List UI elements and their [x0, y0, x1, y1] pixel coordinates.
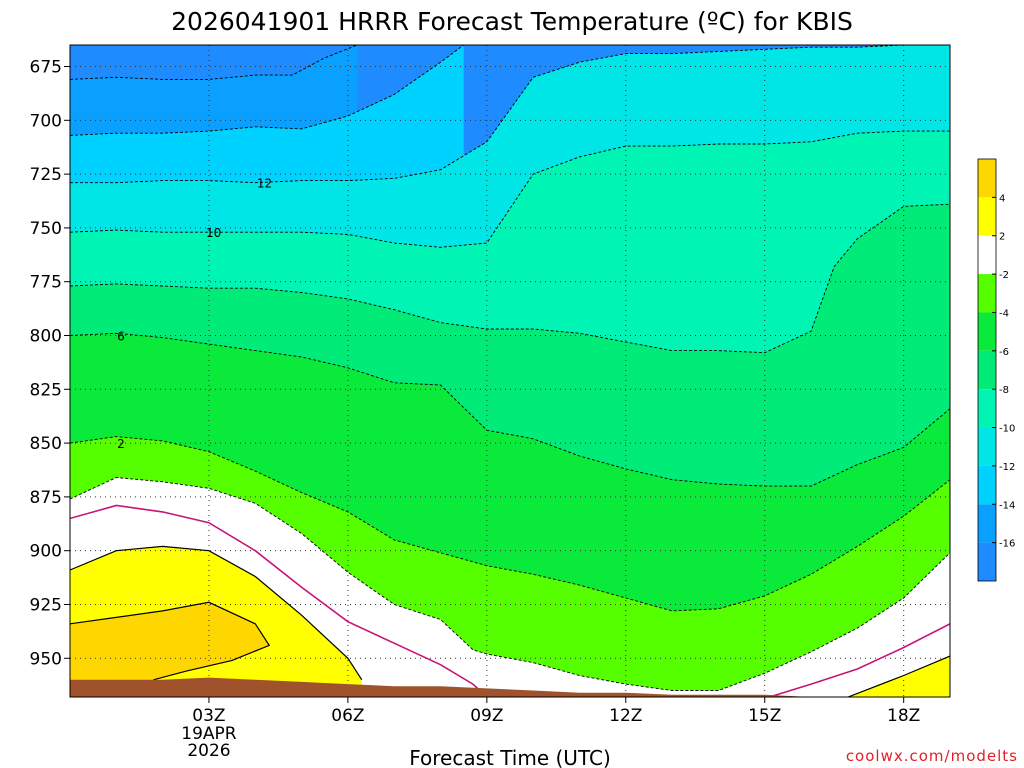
colorbar-swatch — [978, 235, 996, 275]
contour-line--16 — [70, 45, 358, 80]
freezing-line-segment — [70, 504, 479, 689]
colorbar-swatch — [978, 465, 996, 505]
colorbar-frame — [977, 158, 997, 582]
colorbar-label: -8 — [999, 385, 1009, 396]
contour-line-warm-2 — [847, 655, 950, 697]
fill-below-4 — [70, 602, 270, 697]
colorbar-swatch — [978, 274, 996, 313]
x-tick-label-09Z: 09Z — [470, 706, 503, 726]
contour-line--6 — [70, 332, 950, 487]
contour-fills — [70, 45, 950, 697]
colorbar-label: 2 — [999, 232, 1005, 243]
contour-label--12: 12 — [257, 177, 272, 191]
y-tick-label-700: 700 — [30, 111, 62, 131]
colorbar-label: -14 — [999, 500, 1015, 511]
y-tick-label-850: 850 — [30, 434, 62, 454]
y-axis: 675 700 725 750 775 800 825 850 875 900 925 950 — [30, 58, 70, 669]
colorbar-swatch — [978, 427, 996, 466]
grid-lines — [70, 45, 950, 697]
contour-label--10: 10 — [206, 226, 221, 240]
x-tick-label-18Z: 18Z — [887, 706, 920, 726]
colorbar-swatch — [978, 542, 996, 581]
colorbar-label: -6 — [999, 347, 1009, 358]
y-tick-label-775: 775 — [30, 273, 62, 293]
contour-line--10 — [70, 130, 950, 248]
colorbar-label: -12 — [999, 462, 1015, 473]
contour-line-2 — [70, 545, 363, 681]
freezing-line-segment — [769, 623, 950, 697]
y-tick-label-925: 925 — [30, 595, 62, 615]
x-tick-label-15Z: 15Z — [748, 706, 781, 726]
contour-lines — [70, 45, 950, 697]
ground-terrain — [70, 677, 950, 697]
x-tick-label-03Z: 03Z — [192, 706, 225, 726]
colorbar-swatch — [978, 312, 996, 351]
colorbar-swatch — [978, 159, 996, 198]
fill-warm-pocket-2 — [848, 656, 950, 697]
colorbar-label: -4 — [999, 308, 1009, 319]
x-axis-label: Forecast Time (UTC) — [409, 746, 611, 768]
colorbar-swatch — [978, 504, 996, 543]
chart-title: 2026041901 HRRR Forecast Temperature (ºC… — [171, 7, 853, 36]
x-tick-label-12Z: 12Z — [609, 706, 642, 726]
contour-line--12 — [70, 45, 950, 184]
ground-layer — [70, 677, 950, 697]
colorbar-label: -2 — [999, 270, 1009, 281]
colorbar-swatch — [978, 350, 996, 390]
y-tick-label-825: 825 — [30, 380, 62, 400]
y-tick-label-900: 900 — [30, 542, 62, 562]
plot-frame — [69, 44, 951, 698]
y-tick-label-675: 675 — [30, 58, 62, 78]
colorbar-label: -10 — [999, 424, 1015, 435]
y-tick-label-750: 750 — [30, 219, 62, 239]
contour-labels: 12 10 6 2 — [117, 177, 272, 451]
x-date-label: 19APR — [181, 724, 237, 744]
credit-text: coolwx.com/modelts — [846, 747, 1018, 765]
colorbar-label: 4 — [999, 193, 1005, 204]
y-tick-label-800: 800 — [30, 326, 62, 346]
contour-label--4: 2 — [117, 437, 125, 451]
contour-label--6: 6 — [117, 329, 125, 343]
contour-line--4 — [70, 436, 950, 612]
colorbar-swatch — [978, 197, 996, 236]
y-tick-label-725: 725 — [30, 165, 62, 185]
contour-line--2 — [70, 477, 950, 691]
y-tick-label-875: 875 — [30, 488, 62, 508]
contour-line-4 — [70, 601, 271, 681]
colorbar-label: -16 — [999, 539, 1015, 550]
colorbar-swatch — [978, 389, 996, 428]
y-tick-label-950: 950 — [30, 649, 62, 669]
colorbar: -16 -14 -12 -10 -8 -6 -4 -2 2 4 — [977, 158, 1015, 582]
contour-line--8 — [70, 203, 950, 354]
x-tick-label-06Z: 06Z — [331, 706, 364, 726]
x-year-label: 2026 — [187, 741, 230, 761]
